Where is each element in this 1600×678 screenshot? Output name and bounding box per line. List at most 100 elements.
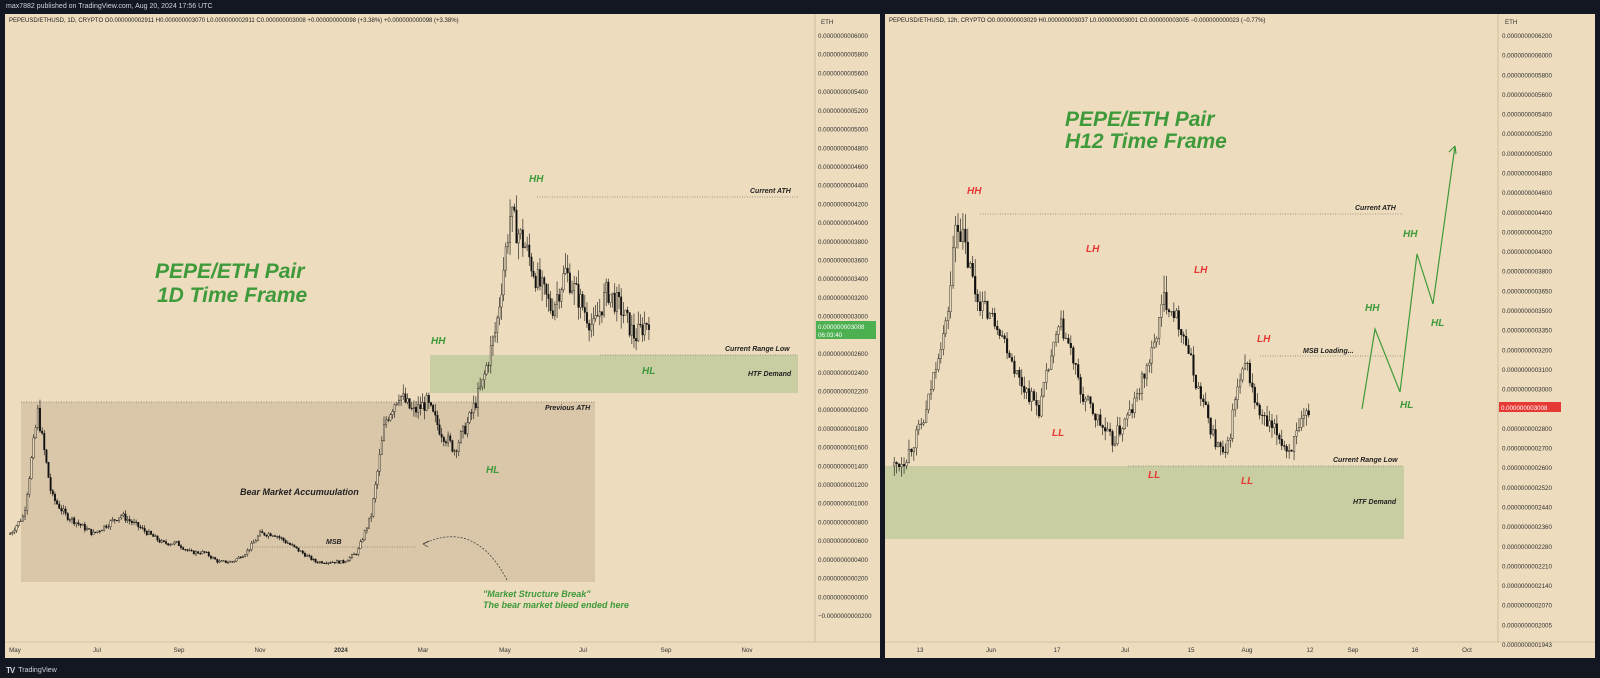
chart-1d-canvas[interactable]: ETH 0.00000000060000.00000000058000.0000… [5,14,880,658]
candle [1209,417,1212,439]
current-range-low-label: Current Range Low [725,346,790,353]
candle [1057,325,1060,344]
candle [626,306,629,323]
chart-12h-canvas[interactable]: ETH 0.00000000062000.00000000060000.0000… [885,14,1595,658]
candle [1023,376,1026,399]
x-tick-label: Jul [579,647,587,654]
candle [370,513,373,522]
y-tick-label: 0.0000000000000 [818,594,868,601]
x-tick-label: Nov [741,647,753,654]
candle [466,417,469,438]
candle [75,522,78,528]
y-tick-label: 0.0000000002400 [818,370,868,377]
candle [291,542,294,546]
htf-demand-label: HTF Demand [748,371,792,378]
candle [1214,419,1217,450]
candle [36,404,39,431]
candle [400,395,403,406]
last-price-tag-12h [1499,402,1561,412]
chart-panel-12h[interactable]: ETH 0.0000000006200 0.0000000006000 0.0000… [885,14,1595,658]
candle [365,527,368,534]
candle [124,510,127,523]
candle [515,195,518,244]
candle [1138,387,1141,401]
candle [927,393,930,414]
candle [534,272,537,292]
y-tick-label: 0.0000000002280 [1502,544,1552,551]
candle [487,361,490,373]
publish-info-text: max7882 published on TradingView.com, Au… [6,3,213,10]
candle [506,234,509,254]
candle [1006,331,1009,360]
candle [1158,317,1161,345]
candle [545,283,548,308]
candle [242,555,244,559]
candle [214,556,217,560]
candle [267,531,270,539]
candle [532,261,535,279]
candle [68,518,71,523]
y-tick-label: 0.0000000003800 [818,239,868,246]
candle [560,287,563,309]
candle [383,416,385,442]
candle [233,560,236,563]
candle [344,561,347,564]
candle [1064,332,1067,339]
y-tick-label: 0.0000000005800 [1502,72,1552,79]
candle [556,281,559,318]
candle [56,498,59,506]
candle [954,216,957,263]
x-tick-label: 17 [1054,647,1061,654]
candle [436,410,439,431]
candle [1212,424,1215,437]
msb-label: MSB [326,539,342,546]
candle [171,543,174,545]
candle [618,284,620,310]
candle [607,278,610,305]
chart-subtitle-1d: 1D Time Frame [157,284,307,307]
candle [209,555,212,560]
candle [1292,436,1296,461]
candle [252,539,255,544]
candle [517,228,520,260]
candle [107,524,110,530]
candle [1136,388,1139,402]
x-tick-label: Sep [660,647,672,654]
y-tick-label: 0.0000000000400 [818,557,868,564]
candle [1133,391,1136,419]
y-tick-label: 0.0000000003600 [818,258,868,265]
candle [359,539,362,550]
chart-panel-1d[interactable]: ETH 0.0000000006000 0.0000000005800 0.0000… [5,14,880,658]
projection-arrowhead [1448,145,1457,155]
candle [1185,329,1188,347]
candle [1055,330,1058,347]
candle [45,448,48,464]
candle [447,431,450,447]
candle [1072,345,1075,370]
candle [64,506,67,516]
y-axis-ticks-12h: 0.0000000006200 0.0000000006000 0.00000000… [1502,33,1552,649]
proj-hh1-label: HH [1365,303,1380,314]
x-axis-ticks-12h: 13 Jun 17 Jul 15 Aug 12 Sep 16 Oct [917,647,1473,654]
candle [981,291,984,320]
x-tick-label: 12 [1307,647,1314,654]
candle [165,539,167,546]
candle [150,530,153,535]
candle [143,525,146,534]
y-tick-label: 0.0000000000800 [818,519,868,526]
candle [1032,389,1036,401]
candle [609,294,612,308]
hl-right-label: HL [642,366,655,377]
candle [453,448,456,456]
candle [239,556,242,559]
tradingview-logo-icon: TV [6,666,15,675]
candle [265,534,268,538]
y-tick-label: 0.0000000003000 [1502,387,1552,394]
y-tick-label: 0.0000000004000 [1502,249,1552,256]
candle [154,534,157,537]
y-tick-label: 0.0000000006000 [818,33,868,40]
candle [551,298,554,319]
candle [459,430,462,444]
y-tick-label: 0.0000000002520 [1502,485,1552,492]
y-tick-label: 0.0000000004200 [818,201,868,208]
